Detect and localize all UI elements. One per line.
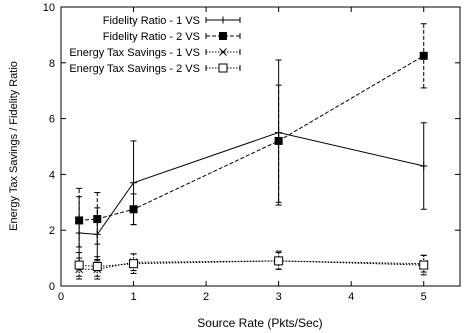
legend-entry: Energy Tax Savings - 1 VS — [69, 47, 241, 59]
series-line — [79, 55, 424, 221]
data-point — [419, 260, 429, 270]
x-tick-label: 4 — [348, 291, 354, 303]
y-tick-label: 6 — [49, 114, 55, 126]
series-1 — [75, 59, 428, 270]
axis-tick-labels: 0 1 2 3 4 5 0 2 4 6 8 10 — [43, 2, 427, 303]
y-axis-label: Energy Tax Savings / Fidelity Ratio — [8, 61, 20, 231]
series-4 — [74, 250, 429, 277]
error-bar — [76, 187, 83, 248]
x-tick-label: 2 — [203, 291, 209, 303]
y-tick-label: 8 — [49, 58, 55, 70]
marker-cross-b — [219, 48, 227, 56]
error-bar — [76, 252, 83, 277]
x-tick-label: 1 — [130, 291, 136, 303]
legend-entry: Fidelity Ratio - 2 VS — [103, 31, 241, 43]
data-point — [274, 136, 283, 145]
series-2 — [75, 23, 428, 248]
x-axis-label: Source Rate (Pkts/Sec) — [197, 316, 322, 330]
plot-frame — [60, 6, 461, 287]
data-point — [130, 179, 138, 187]
data-point — [93, 215, 102, 224]
series-line — [79, 131, 424, 235]
legend: Fidelity Ratio - 1 VS Fidelity Ratio - 2 … — [69, 15, 241, 75]
legend-label: Energy Tax Savings - 2 VS — [69, 63, 200, 75]
y-tick-label: 0 — [49, 281, 55, 293]
error-bar — [275, 84, 282, 203]
legend-marker — [218, 63, 228, 73]
data-point — [274, 256, 284, 266]
data-point — [129, 205, 138, 214]
legend-marker — [219, 32, 227, 40]
data-point — [419, 51, 428, 60]
series-layer — [74, 23, 429, 280]
y-tick-label: 10 — [43, 2, 55, 14]
series-3 — [75, 252, 428, 280]
x-tick-label: 5 — [421, 291, 427, 303]
x-tick-label: 3 — [276, 291, 282, 303]
legend-label: Fidelity Ratio - 2 VS — [103, 31, 200, 43]
legend-entry: Fidelity Ratio - 1 VS — [103, 15, 241, 27]
legend-marker — [219, 16, 227, 24]
data-point — [75, 216, 84, 225]
data-point — [129, 259, 139, 269]
data-point — [92, 261, 102, 271]
data-point — [74, 260, 84, 270]
legend-label: Energy Tax Savings - 1 VS — [69, 47, 200, 59]
legend-entry: Energy Tax Savings - 2 VS — [69, 63, 241, 75]
legend-label: Fidelity Ratio - 1 VS — [103, 15, 200, 27]
axis-ticks — [60, 6, 460, 287]
y-tick-label: 4 — [49, 169, 55, 181]
data-point — [420, 162, 428, 170]
x-tick-label: 0 — [58, 291, 64, 303]
legend-marker — [219, 48, 227, 56]
y-tick-label: 2 — [49, 225, 55, 237]
